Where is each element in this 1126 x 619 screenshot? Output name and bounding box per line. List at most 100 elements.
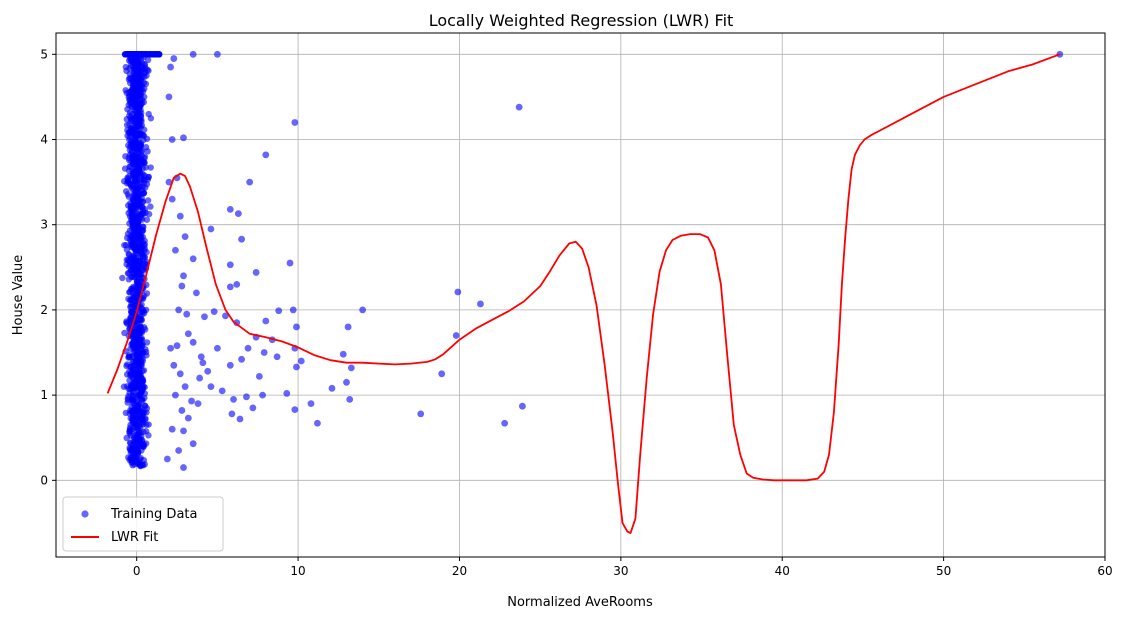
scatter-point-cluster bbox=[141, 85, 148, 92]
scatter-point bbox=[291, 406, 299, 413]
scatter-point-cluster bbox=[126, 428, 133, 435]
scatter-point-cluster bbox=[139, 239, 147, 246]
y-tick-label: 0 bbox=[40, 473, 48, 487]
scatter-point bbox=[291, 119, 299, 126]
scatter-point-cluster bbox=[132, 247, 140, 254]
scatter-point-cluster bbox=[125, 142, 132, 149]
scatter-point bbox=[201, 313, 208, 321]
scatter-point bbox=[417, 410, 425, 418]
scatter-point-cluster bbox=[149, 51, 156, 58]
scatter-point-cluster bbox=[129, 296, 136, 304]
scatter-point bbox=[165, 93, 173, 101]
scatter-point bbox=[189, 440, 197, 448]
scatter-point-cluster bbox=[145, 173, 152, 181]
scatter-point bbox=[243, 393, 250, 401]
scatter-point bbox=[172, 391, 179, 399]
scatter-point bbox=[228, 410, 236, 418]
scatter-point-cluster bbox=[141, 292, 148, 300]
scatter-point-cluster bbox=[136, 336, 143, 344]
scatter-point-cluster bbox=[125, 263, 133, 270]
scatter-point bbox=[255, 372, 263, 380]
scatter-point-cluster bbox=[135, 74, 143, 82]
scatter-point-cluster bbox=[147, 115, 155, 122]
scatter-point-cluster bbox=[124, 361, 131, 368]
scatter-point bbox=[234, 210, 242, 218]
scatter-point bbox=[226, 205, 234, 213]
lwr-fit-line bbox=[106, 53, 1061, 534]
scatter-point-cluster bbox=[129, 301, 137, 308]
scatter-point bbox=[452, 332, 460, 339]
scatter-point-cluster bbox=[140, 367, 148, 374]
scatter-point-cluster bbox=[138, 396, 146, 403]
scatter-point-cluster bbox=[133, 278, 141, 285]
scatter-point bbox=[188, 397, 195, 405]
x-tick-label: 60 bbox=[1097, 564, 1112, 578]
scatter-point-cluster bbox=[139, 386, 146, 393]
scatter-point bbox=[189, 338, 197, 346]
scatter-point bbox=[180, 134, 187, 142]
scatter-point bbox=[259, 391, 266, 399]
scatter-point-cluster bbox=[135, 369, 142, 376]
scatter-point bbox=[515, 103, 523, 111]
scatter-point bbox=[178, 282, 186, 290]
scatter-point-cluster bbox=[130, 396, 137, 403]
scatter-point bbox=[170, 55, 178, 62]
scatter-point-cluster bbox=[123, 180, 131, 187]
scatter-point bbox=[199, 359, 207, 367]
legend-marker-training-data bbox=[81, 510, 89, 518]
scatter-point-cluster bbox=[137, 141, 144, 149]
scatter-point-cluster bbox=[120, 383, 128, 390]
legend-label-training-data: Training Data bbox=[110, 507, 197, 522]
scatter-point bbox=[168, 195, 176, 203]
scatter-point bbox=[236, 415, 244, 423]
scatter-point-cluster bbox=[132, 377, 139, 385]
y-tick-label: 3 bbox=[40, 218, 48, 232]
scatter-point-cluster bbox=[132, 167, 139, 175]
plot-frame bbox=[55, 32, 1106, 558]
scatter-point-cluster bbox=[142, 440, 150, 447]
scatter-point bbox=[178, 407, 186, 414]
scatter-point-cluster bbox=[128, 285, 135, 292]
scatter-point bbox=[163, 455, 171, 463]
scatter-point-cluster bbox=[134, 60, 142, 68]
scatter-point-cluster bbox=[141, 266, 148, 274]
scatter-point-cluster bbox=[126, 439, 134, 446]
scatter-point bbox=[244, 344, 252, 352]
scatter-point bbox=[168, 425, 176, 433]
scatter-point bbox=[175, 306, 183, 314]
scatter-point-cluster bbox=[131, 196, 138, 204]
scatter-point-cluster bbox=[128, 371, 135, 379]
scatter-point-cluster bbox=[128, 308, 135, 316]
scatter-point-cluster bbox=[131, 461, 138, 468]
scatter-point-cluster bbox=[141, 402, 149, 409]
scatter-point bbox=[165, 178, 173, 186]
scatter-point bbox=[314, 419, 321, 427]
scatter-point-cluster bbox=[129, 419, 137, 427]
scatter-point-cluster bbox=[134, 435, 141, 443]
scatter-point-cluster bbox=[135, 130, 142, 138]
scatter-point-cluster bbox=[142, 144, 150, 151]
y-tick-label: 1 bbox=[40, 388, 48, 402]
scatter-point bbox=[252, 269, 260, 276]
scatter-point-cluster bbox=[141, 93, 148, 101]
scatter-point-cluster bbox=[142, 428, 150, 435]
scatter-point-cluster bbox=[127, 207, 134, 215]
scatter-point bbox=[273, 353, 281, 361]
y-tick-label: 5 bbox=[40, 47, 48, 61]
scatter-point bbox=[173, 342, 181, 350]
scatter-point bbox=[210, 308, 218, 316]
scatter-point-cluster bbox=[130, 158, 137, 166]
scatter-point-cluster bbox=[134, 51, 141, 58]
scatter-point-cluster bbox=[130, 202, 137, 210]
scatter-point-cluster bbox=[138, 203, 146, 211]
scatter-point bbox=[226, 361, 234, 369]
scatter-point bbox=[477, 300, 484, 308]
x-tick-label: 30 bbox=[613, 564, 628, 578]
scatter-point bbox=[175, 447, 183, 454]
scatter-point-cluster bbox=[147, 164, 154, 171]
scatter-point-cluster bbox=[133, 121, 141, 128]
scatter-point-cluster bbox=[147, 203, 154, 210]
scatter-point bbox=[184, 414, 192, 422]
grid bbox=[56, 33, 1106, 557]
scatter-point bbox=[339, 350, 347, 358]
